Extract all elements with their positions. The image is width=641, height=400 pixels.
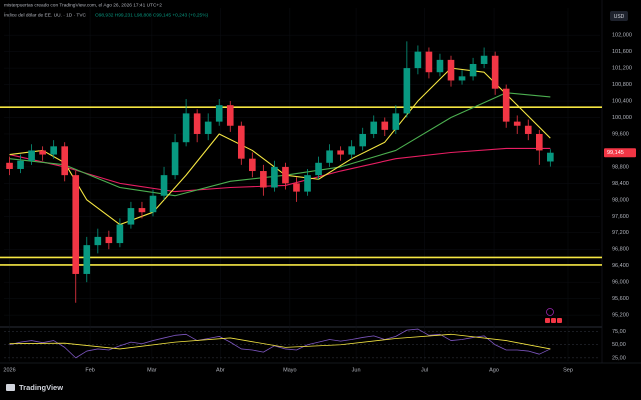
y-tick-label: 99,600 (612, 131, 629, 137)
x-tick-label: 2026 (3, 367, 15, 373)
x-tick-label: Jun (352, 367, 361, 373)
event-icon[interactable] (557, 318, 562, 323)
candle-body (249, 158, 256, 172)
y-tick-label: 97,600 (612, 214, 629, 220)
candle-body (304, 175, 311, 192)
logo-mark[interactable] (6, 384, 15, 391)
moving-average (9, 67, 551, 226)
candle-body (160, 175, 168, 196)
candle-body (469, 63, 477, 77)
last-price-label: 99,145 (607, 150, 624, 156)
y-tick-label: 95,200 (612, 313, 629, 319)
y-tick-label: 102,000 (612, 33, 632, 39)
rsi-line (9, 328, 551, 359)
y-tick-label: 97,200 (612, 230, 629, 236)
symbol: Índice del dólar de EE. UU. · 1D · TVC (4, 11, 87, 18)
event-icon[interactable] (545, 318, 550, 323)
candle-body (348, 146, 355, 155)
rsi-ma (9, 333, 551, 350)
candle-body (547, 152, 554, 162)
candle-body (326, 150, 333, 163)
logo[interactable]: TradingView (6, 383, 63, 392)
y-tick-label: 101,600 (612, 49, 632, 55)
credit: misterpuertas creado con TradingView.com… (4, 2, 162, 8)
candle-body (491, 55, 499, 89)
candle-body (237, 125, 245, 159)
rsi-tick-label: 50,00 (612, 342, 626, 348)
candle-body (271, 166, 278, 188)
y-tick-label: 95,600 (612, 296, 629, 302)
x-tick-label: Ago (489, 367, 499, 373)
candle-body (17, 160, 24, 169)
y-tick-label: 96,400 (612, 263, 629, 269)
y-tick-label: 98,800 (612, 164, 629, 170)
y-tick-label: 100,400 (612, 98, 632, 104)
candle-body (381, 121, 389, 130)
y-tick-label: 100,800 (612, 82, 632, 88)
candle-body (105, 236, 113, 244)
candle-body (116, 224, 124, 244)
y-tick-label: 100,000 (612, 115, 632, 121)
candle-body (502, 88, 510, 122)
candle-body (50, 146, 57, 155)
candle-body (535, 133, 543, 151)
candle-body (315, 162, 322, 176)
event-icon[interactable] (551, 318, 556, 323)
candle-body (138, 208, 146, 213)
y-tick-label: 101,200 (612, 66, 632, 72)
candle-body (127, 208, 135, 225)
x-tick-label: Mayo (283, 367, 296, 373)
x-tick-label: Mar (147, 367, 157, 373)
candle-body (370, 121, 378, 134)
y-tick-label: 98,000 (612, 197, 629, 203)
candle-body (149, 195, 157, 213)
candle-body (524, 125, 532, 134)
candle-body (72, 175, 80, 274)
currency-box[interactable] (610, 11, 628, 21)
candle-body (293, 183, 300, 192)
candle-body (215, 105, 223, 122)
candle-body (61, 146, 69, 176)
candle-body (458, 76, 466, 81)
y-tick-label: 96,800 (612, 247, 629, 253)
candle-body (260, 171, 267, 188)
x-tick-label: Jul (421, 367, 428, 373)
candle-body (94, 236, 102, 246)
candle-body (28, 150, 35, 161)
rsi-tick-label: 75,00 (612, 329, 626, 335)
candle-body (414, 51, 422, 69)
x-tick-label: Sep (563, 367, 573, 373)
event-icon[interactable] (546, 308, 554, 316)
y-tick-label: 98,400 (612, 181, 629, 187)
candle-body (6, 162, 13, 169)
candle-body (39, 150, 46, 155)
candle-body (436, 59, 444, 73)
currency[interactable]: USD (614, 14, 625, 20)
candle-body (193, 113, 201, 134)
x-tick-label: Abr (216, 367, 225, 373)
candle-body (480, 55, 488, 64)
candle-body (282, 166, 289, 184)
candle-body (513, 121, 521, 126)
y-tick-label: 96,000 (612, 280, 629, 286)
last-price-tag (604, 148, 636, 158)
logo-text[interactable]: TradingView (19, 383, 63, 392)
rsi-tick-label: 25,00 (612, 355, 626, 361)
candle-body (171, 142, 179, 176)
candle-body (83, 245, 91, 274)
candle-body (182, 113, 190, 143)
candle-body (204, 121, 212, 134)
event-icons[interactable] (545, 308, 562, 324)
candle-body (226, 105, 234, 126)
candle-body (403, 68, 411, 114)
candle-body (337, 150, 344, 155)
x-tick-label: Feb (85, 367, 94, 373)
candle-body (425, 51, 433, 73)
candle-body (447, 59, 455, 81)
candle-body (359, 133, 367, 147)
candle-body (392, 113, 400, 130)
